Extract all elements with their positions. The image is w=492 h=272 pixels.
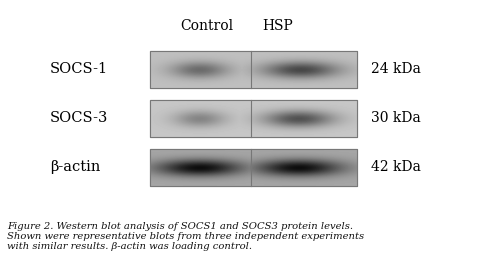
Text: Control: Control [180,19,233,33]
Text: SOCS-3: SOCS-3 [50,111,108,125]
Text: SOCS-1: SOCS-1 [50,62,108,76]
Bar [150,51,357,88]
Text: 42 kDa: 42 kDa [371,160,421,174]
Text: 30 kDa: 30 kDa [371,111,421,125]
Bar [150,149,357,186]
Bar [150,149,357,186]
Bar [150,100,357,137]
Text: β-actin: β-actin [51,160,101,174]
Bar [150,100,357,137]
Bar [150,51,357,88]
Text: HSP: HSP [263,19,293,33]
Text: 24 kDa: 24 kDa [371,62,421,76]
Text: Figure 2. Western blot analysis of SOCS1 and SOCS3 protein levels.
Shown were re: Figure 2. Western blot analysis of SOCS1… [7,222,365,252]
